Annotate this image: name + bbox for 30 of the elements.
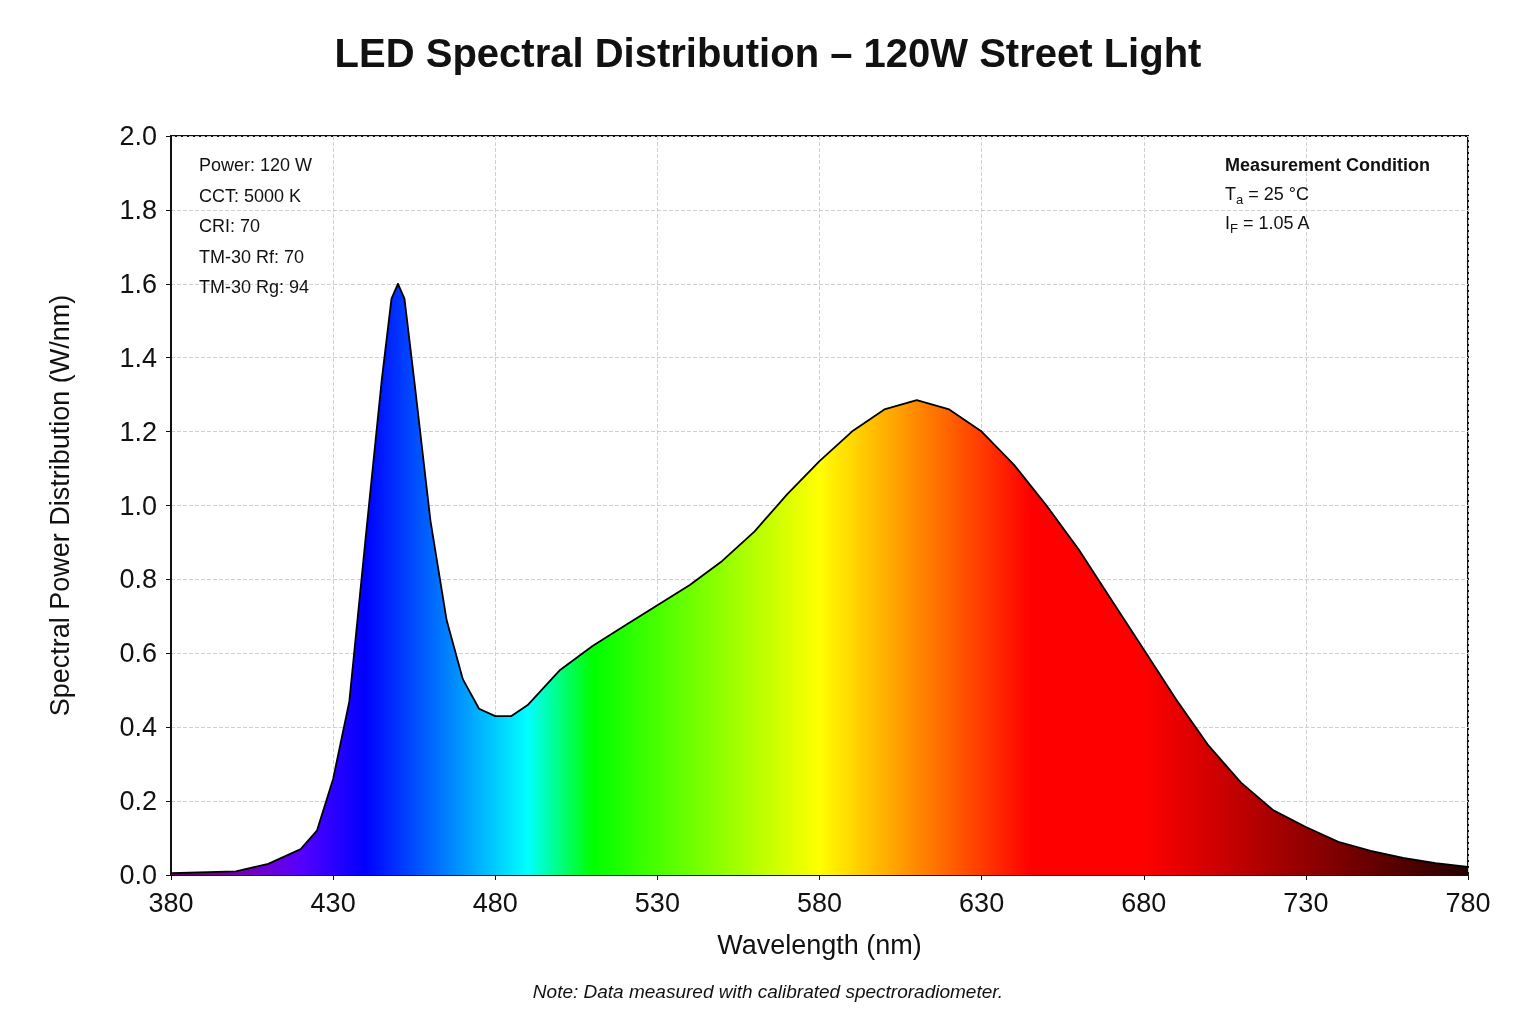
y-axis-title: Spectral Power Distribution (W/nm): [44, 294, 75, 717]
x-axis-title: Wavelength (nm): [717, 929, 922, 960]
y-tick-label: 0.2: [119, 786, 157, 817]
annotation: TM-30 Rg: 94: [199, 277, 310, 297]
annotation: CRI: 70: [199, 216, 261, 236]
y-tick-label: 1.6: [119, 268, 157, 299]
x-tick-label: 430: [310, 887, 356, 918]
y-tick-label: 1.0: [119, 490, 157, 521]
y-tick-label: 1.8: [119, 194, 157, 225]
annotation: CCT: 5000 K: [199, 185, 302, 206]
y-tick-label: 1.2: [119, 416, 157, 447]
y-tick-label: 1.4: [119, 342, 157, 373]
annotation: Measurement Condition: [1225, 155, 1431, 175]
y-tick-label: 2.0: [119, 121, 157, 151]
x-tick-label: 380: [148, 887, 194, 918]
x-tick-label: 580: [796, 887, 843, 918]
annotation: Power: 120 W: [199, 155, 313, 175]
y-tick-label: 0.8: [119, 564, 157, 595]
y-tick-label: 0.0: [119, 860, 157, 890]
y-tick-label: 0.6: [119, 638, 157, 669]
x-tick-label: 530: [634, 887, 680, 918]
x-tick-label: 730: [1283, 887, 1329, 918]
x-tick-label: 680: [1121, 887, 1167, 918]
x-tick-label: 630: [959, 887, 1005, 918]
x-tick-label: 780: [1445, 887, 1491, 918]
x-tick-label: 480: [472, 887, 518, 918]
text: Note: Data measured with calibrated spectroradiometer.: [532, 981, 1004, 1002]
annotation: TM-30 Rf: 70: [199, 246, 305, 267]
y-tick-label: 0.4: [119, 712, 157, 743]
chart-title: LED Spectral Distribution – 120W Street Light: [334, 31, 1202, 75]
